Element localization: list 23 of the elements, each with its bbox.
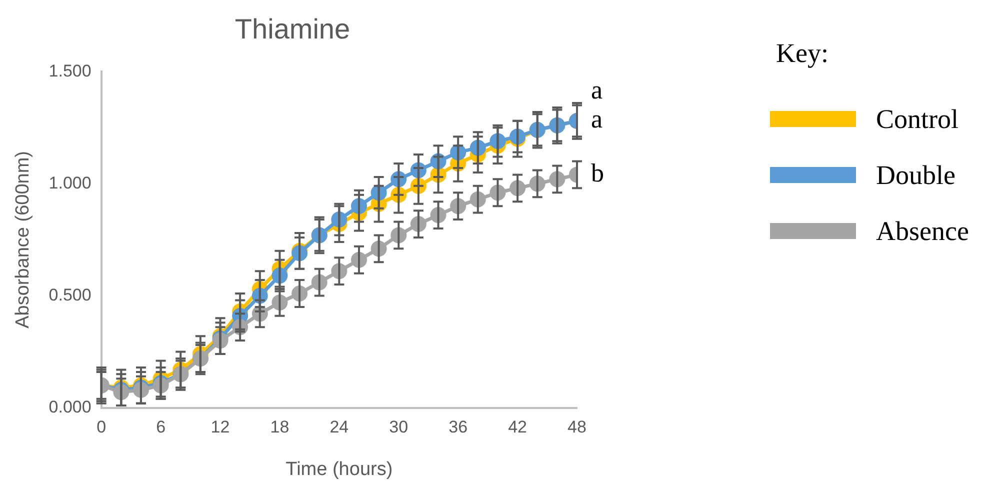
x-tick-label: 24	[330, 418, 349, 437]
legend-label: Control	[876, 104, 959, 134]
x-axis-title: Time (hours)	[286, 458, 393, 480]
annotation: a	[591, 104, 603, 134]
y-axis-title: Absorbance (600nm)	[12, 150, 34, 328]
legend-label: Absence	[876, 216, 969, 246]
y-tick-label: 1.500	[48, 61, 92, 80]
x-tick-label: 36	[448, 418, 468, 437]
annotation: b	[591, 158, 604, 188]
x-tick-label: 6	[156, 418, 166, 437]
text: a	[591, 75, 603, 104]
y-tick-label: 0.500	[48, 285, 92, 304]
x-tick-label: 18	[270, 418, 290, 437]
legend-label: Double	[876, 160, 956, 190]
chart-title: Thiamine	[234, 14, 350, 45]
y-tick-label: 1.000	[48, 173, 92, 192]
x-tick-label: 48	[568, 418, 586, 437]
x-tick-label: 30	[389, 418, 408, 437]
y-tick-label: 0.000	[48, 397, 92, 416]
x-tick-label: 42	[508, 418, 528, 437]
x-tick-label: 0	[96, 418, 106, 437]
legend-title: Key:	[776, 38, 830, 69]
x-tick-label: 12	[210, 418, 230, 437]
